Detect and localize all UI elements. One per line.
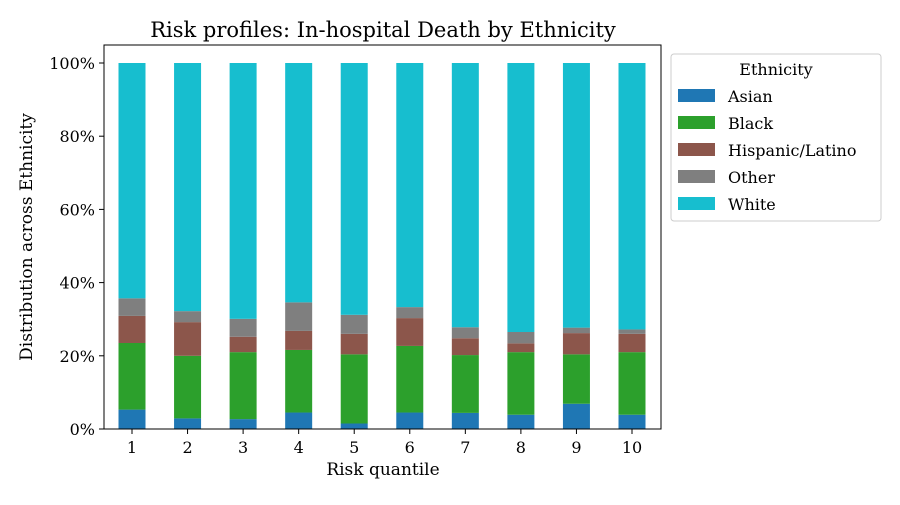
- legend-swatch-white: [678, 197, 715, 210]
- x-tick-label: 10: [622, 438, 642, 457]
- legend-label: White: [728, 195, 776, 214]
- bar-segment-black-q2: [174, 355, 202, 419]
- legend-swatch-other: [678, 170, 715, 183]
- y-tick-label: 80%: [59, 127, 95, 146]
- bar-segment-hispanic-latino-q4: [285, 330, 313, 350]
- bar-segment-asian-q8: [507, 414, 535, 429]
- x-tick-label: 1: [127, 438, 137, 457]
- legend-label: Black: [728, 114, 773, 133]
- bar-segment-asian-q4: [285, 412, 313, 429]
- bar-segment-asian-q5: [340, 423, 368, 429]
- bar-segment-white-q3: [229, 63, 257, 319]
- bar-segment-hispanic-latino-q2: [174, 322, 202, 356]
- y-axis: 0% 20% 40% 60% 80% 100%: [49, 54, 104, 439]
- x-axis-label: Risk quantile: [326, 460, 439, 480]
- x-tick-label: 9: [571, 438, 581, 457]
- x-tick-label: 2: [182, 438, 192, 457]
- x-tick-label: 4: [294, 438, 304, 457]
- bar-segment-hispanic-latino-q7: [451, 338, 479, 356]
- legend-label: Hispanic/Latino: [728, 141, 856, 160]
- bar-segment-other-q2: [174, 311, 202, 323]
- bar-segment-asian-q6: [396, 412, 424, 429]
- bar-segment-asian-q7: [451, 412, 479, 429]
- legend-frame: [670, 53, 882, 222]
- bar-segment-asian-q10: [618, 414, 646, 429]
- bar-segment-white-q9: [562, 63, 590, 328]
- bar-segment-hispanic-latino-q6: [396, 318, 424, 346]
- legend-title: Ethnicity: [739, 60, 812, 79]
- bar-segment-black-q9: [562, 354, 590, 404]
- bar-segment-white-q10: [618, 63, 646, 330]
- y-tick-label: 100%: [49, 54, 95, 73]
- x-tick-label: 5: [349, 438, 359, 457]
- y-tick-label: 60%: [59, 200, 95, 219]
- bar-segment-white-q2: [174, 63, 202, 312]
- bar-segment-other-q9: [562, 327, 590, 334]
- bar-segment-hispanic-latino-q10: [618, 333, 646, 353]
- y-tick-label: 0%: [70, 420, 95, 439]
- x-tick-label: 8: [516, 438, 526, 457]
- chart-title: Risk profiles: In-hospital Death by Ethn…: [150, 18, 616, 42]
- legend-swatch-hispanic-latino: [678, 143, 715, 156]
- x-tick-label: 3: [238, 438, 248, 457]
- y-axis-label: Distribution across Ethnicity: [17, 113, 37, 361]
- legend-label: Other: [728, 168, 775, 187]
- bar-segment-hispanic-latino-q5: [340, 333, 368, 355]
- bar-segment-white-q7: [451, 63, 479, 328]
- legend-swatch-asian: [678, 89, 715, 102]
- y-tick-label: 40%: [59, 274, 95, 293]
- bar-segment-black-q8: [507, 352, 535, 415]
- x-axis: 1 2 3 4 5 6 7 8 9 10: [127, 429, 642, 457]
- bar-segment-hispanic-latino-q3: [229, 336, 257, 353]
- legend-swatch-black: [678, 116, 715, 129]
- bar-segment-asian-q1: [118, 409, 146, 429]
- bar-segment-asian-q2: [174, 418, 202, 429]
- legend-label: Asian: [727, 87, 773, 106]
- plot-frame: [103, 44, 662, 430]
- bars-layer: [118, 63, 646, 429]
- bar-segment-other-q1: [118, 298, 146, 316]
- bar-segment-white-q8: [507, 63, 535, 333]
- legend-items: Asian Black Hispanic/Latino Other White: [678, 87, 856, 214]
- bar-segment-white-q6: [396, 63, 424, 308]
- bar-segment-hispanic-latino-q8: [507, 343, 535, 353]
- bar-segment-other-q8: [507, 332, 535, 344]
- bar-segment-other-q3: [229, 318, 257, 337]
- bar-segment-other-q5: [340, 314, 368, 334]
- y-tick-label: 20%: [59, 347, 95, 366]
- bar-segment-black-q7: [451, 355, 479, 413]
- bar-segment-other-q7: [451, 327, 479, 339]
- x-tick-label: 6: [405, 438, 415, 457]
- bar-segment-black-q6: [396, 345, 424, 413]
- bar-segment-hispanic-latino-q9: [562, 333, 590, 355]
- bar-segment-other-q4: [285, 302, 313, 331]
- bar-segment-black-q4: [285, 349, 313, 413]
- bar-segment-white-q5: [340, 63, 368, 315]
- legend: Ethnicity Asian Black Hispanic/Latino Other…: [670, 53, 882, 222]
- bar-segment-other-q6: [396, 307, 424, 319]
- bar-segment-asian-q3: [229, 419, 257, 429]
- bar-segment-white-q4: [285, 63, 313, 303]
- bar-segment-other-q10: [618, 329, 646, 334]
- x-tick-label: 7: [460, 438, 470, 457]
- bar-segment-black-q3: [229, 352, 257, 420]
- bar-segment-asian-q9: [562, 403, 590, 429]
- bar-segment-black-q5: [340, 354, 368, 424]
- bar-segment-black-q10: [618, 352, 646, 415]
- bar-segment-white-q1: [118, 63, 146, 299]
- bar-segment-hispanic-latino-q1: [118, 315, 146, 343]
- bar-segment-black-q1: [118, 342, 146, 410]
